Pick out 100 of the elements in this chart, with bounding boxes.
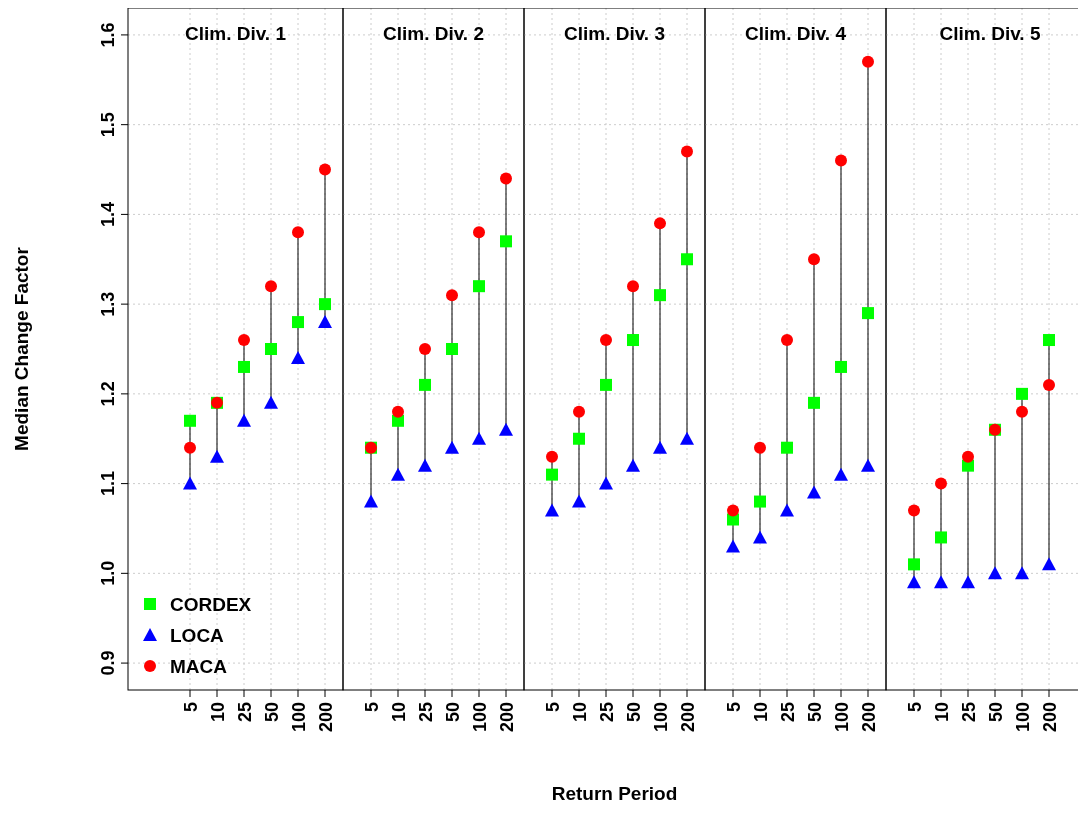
x-axis-title: Return Period [551,783,678,804]
y-tick-label: 1.5 [98,112,118,138]
x-tick-label: 25 [235,702,255,723]
point [962,450,974,463]
y-tick-label: 1.1 [98,471,118,497]
y-tick-label: 1.6 [98,22,118,48]
x-tick-label: 25 [778,702,798,723]
y-tick-label: 1.0 [98,560,118,586]
x-tick-label: 50 [624,702,644,723]
point [419,343,431,355]
x-tick-label: 10 [570,702,590,723]
point [753,530,767,544]
point [473,226,485,239]
x-tick-label: 100 [832,702,852,733]
x-tick-label: 200 [316,702,336,733]
legend-label: LOCA [170,625,225,646]
x-tick-label: 100 [651,702,671,733]
point [184,414,196,427]
x-tick-label: 50 [986,702,1006,723]
point [754,495,766,508]
point [808,253,820,266]
point [681,145,693,158]
point [1043,378,1055,391]
x-tick-label: 5 [905,702,925,713]
y-axis-title: Median Change Factor [11,246,32,451]
x-tick-label: 25 [416,702,436,723]
point [988,566,1002,580]
point [391,467,405,481]
point [808,396,820,409]
point [545,503,559,517]
point [238,334,250,347]
point [210,449,224,463]
point [835,360,847,373]
point [935,531,947,544]
x-tick-label: 10 [751,702,771,723]
point [780,503,794,517]
point [835,154,847,167]
point [1043,334,1055,347]
point [627,334,639,347]
point [1016,387,1028,400]
x-tick-label: 50 [443,702,463,723]
point [291,350,305,364]
point [392,405,404,418]
point [292,316,304,329]
point [265,280,277,293]
point [419,378,431,391]
point [573,405,585,418]
point [500,235,512,248]
point [446,289,458,302]
point [935,477,947,490]
point [726,539,740,553]
point [472,431,486,445]
point [908,558,920,571]
point [265,343,277,355]
text: Clim. Div. 3 [563,23,666,44]
point [319,163,331,176]
x-tick-label: 50 [262,702,282,723]
x-tick-label: 10 [389,702,409,723]
point [264,395,278,409]
point [546,468,558,481]
x-tick-label: 200 [497,702,517,733]
point [727,513,739,526]
point [600,334,612,347]
text: Clim. Div. 5 [939,23,1041,44]
point [364,494,378,508]
y-tick-label: 1.4 [98,201,118,227]
x-tick-label: 100 [289,702,309,733]
point [727,504,739,517]
point [626,458,640,472]
x-tick-label: 25 [597,702,617,723]
point [184,441,196,454]
point [908,504,920,517]
x-tick-label: 200 [1040,702,1060,733]
x-tick-label: 5 [362,702,382,713]
point [499,422,513,436]
point [862,55,874,68]
point [292,226,304,239]
point [627,280,639,293]
x-tick-label: 5 [181,702,201,713]
point [599,476,613,490]
x-tick-label: 5 [543,702,563,713]
point [446,343,458,355]
x-tick-label: 50 [805,702,825,723]
x-tick-label: 5 [724,702,744,713]
point [1016,405,1028,418]
point [418,458,432,472]
x-tick-label: 200 [859,702,879,733]
point [907,575,921,589]
legend-label: MACA [170,656,228,677]
point [546,450,558,463]
point [654,289,666,302]
text: Clim. Div. 2 [382,23,485,44]
point [237,413,251,427]
point [654,217,666,230]
point [445,440,459,454]
text: Clim. Div. 1 [184,23,287,44]
x-tick-label: 25 [959,702,979,723]
point [834,467,848,481]
point [318,315,332,329]
point [572,494,586,508]
